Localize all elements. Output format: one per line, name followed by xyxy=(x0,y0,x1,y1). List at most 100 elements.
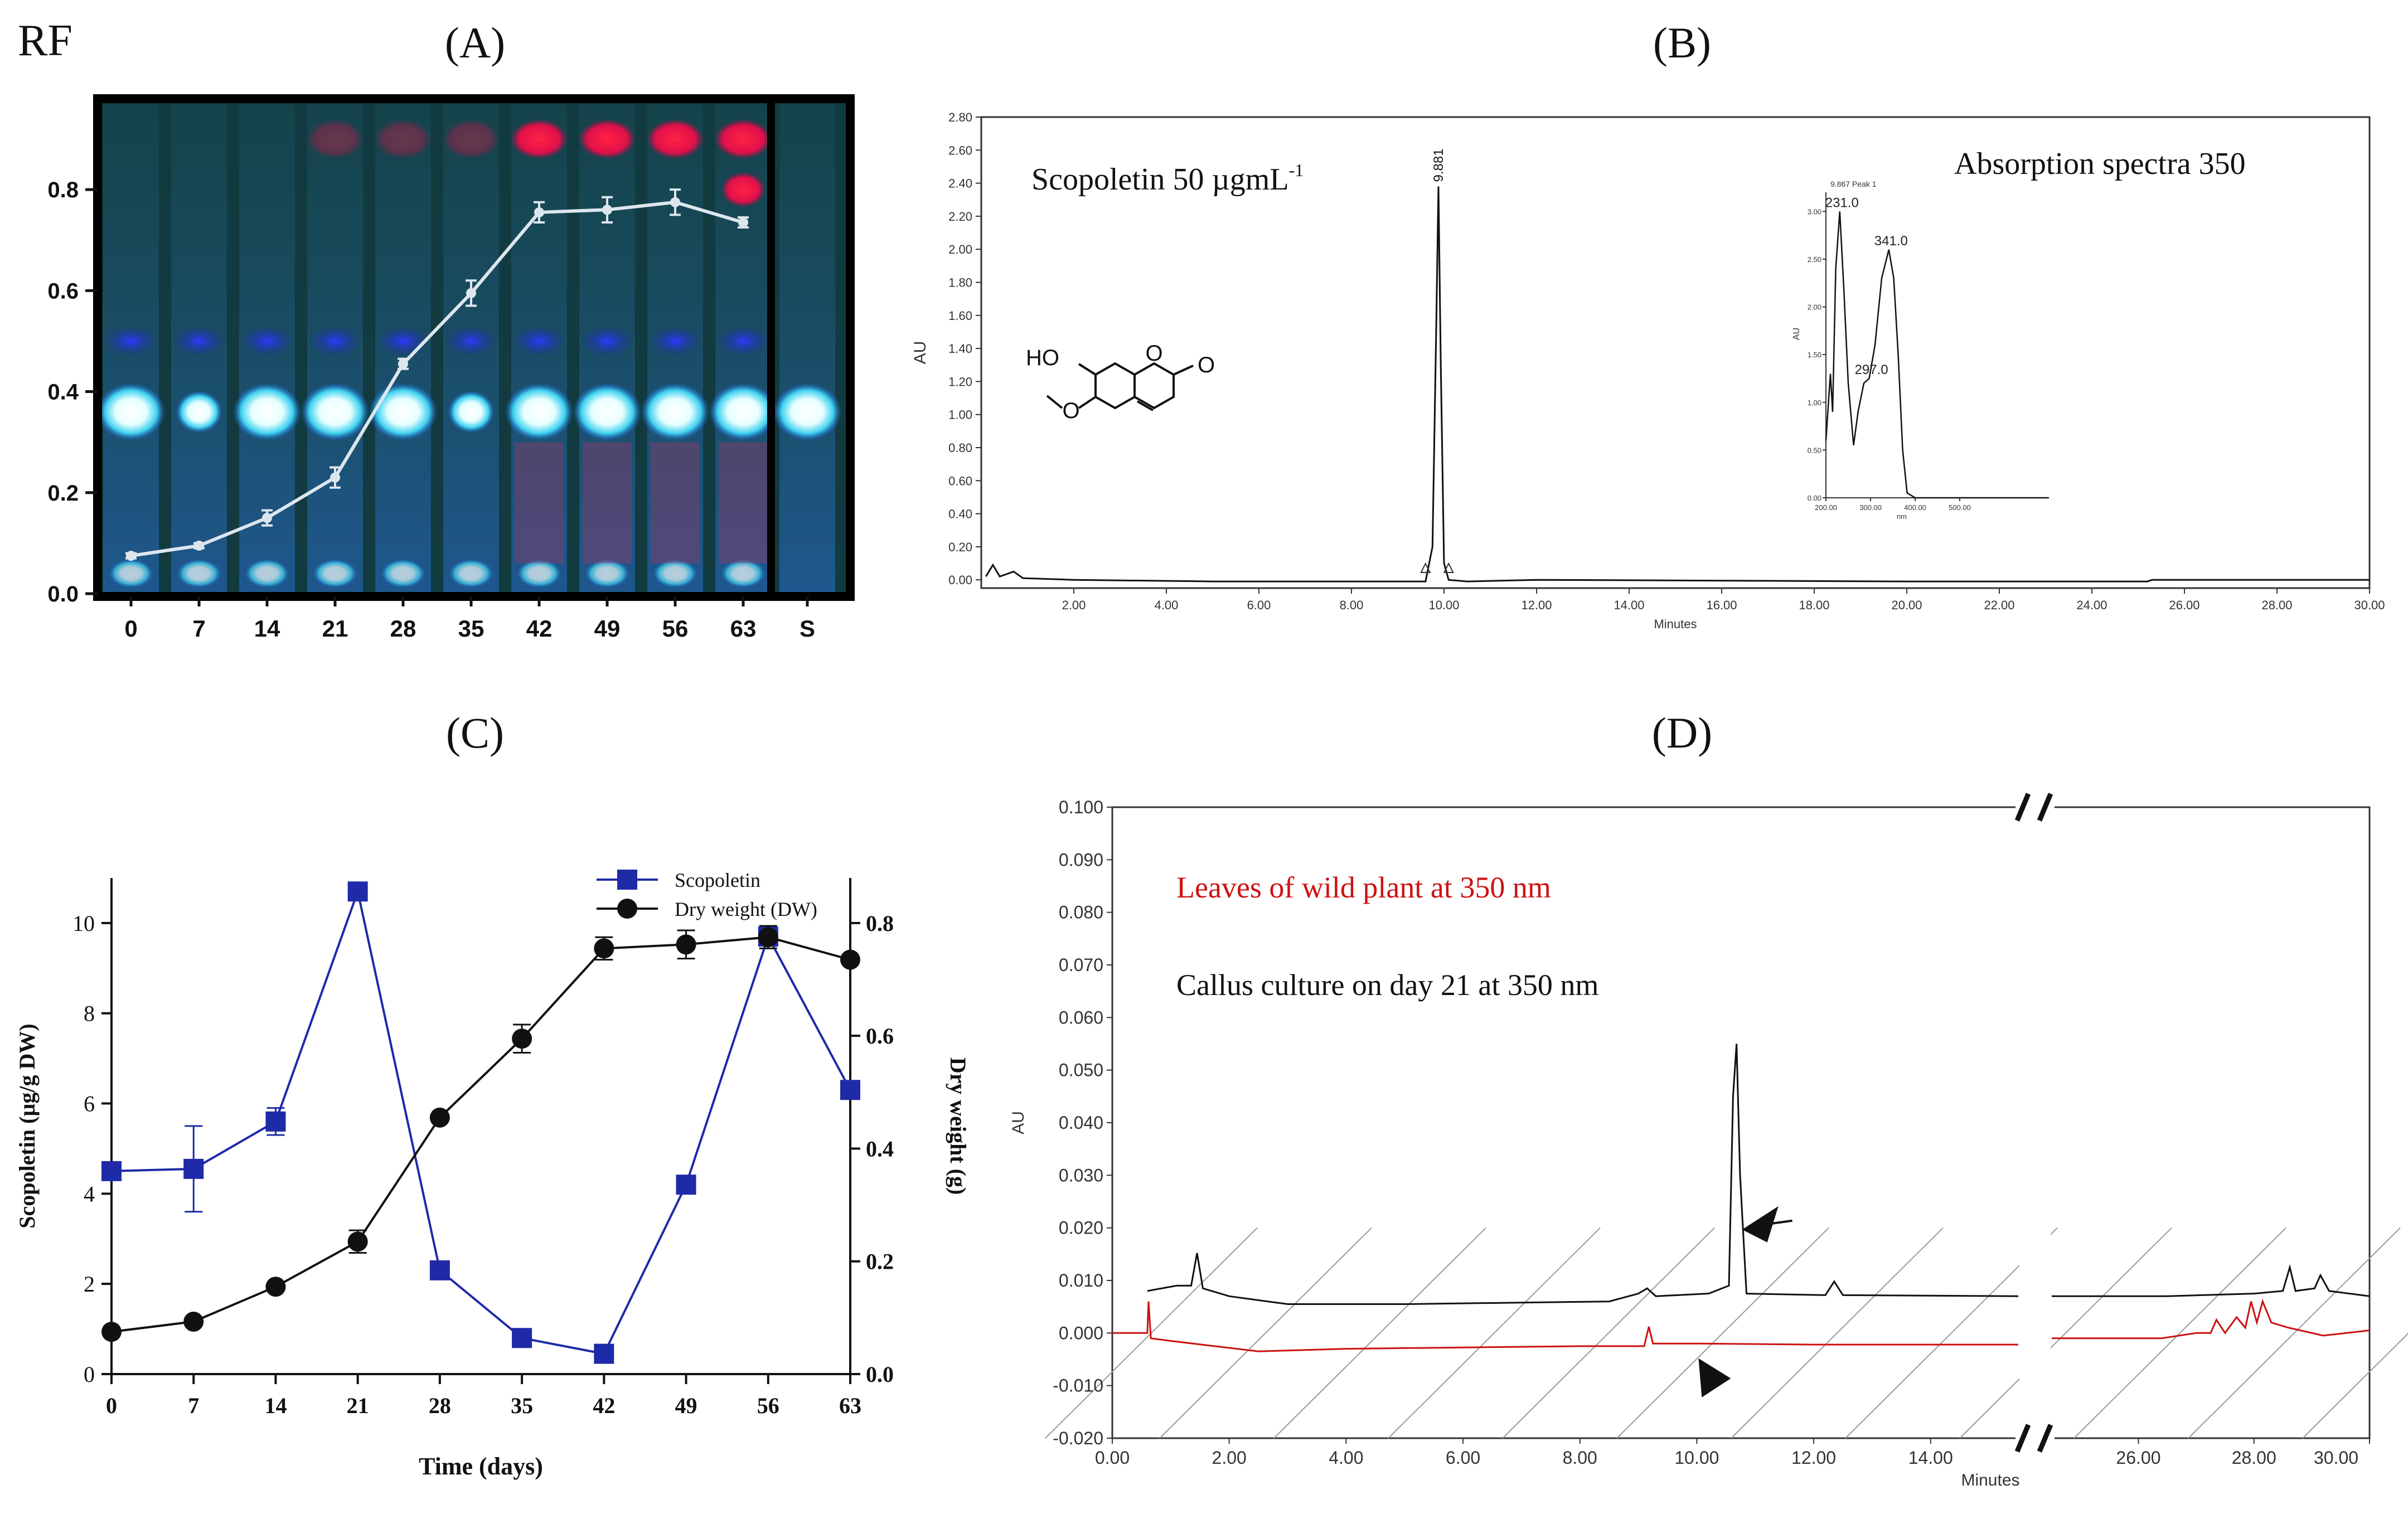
tlc-spot-blue xyxy=(240,325,294,357)
atom-label: O xyxy=(1145,341,1162,366)
tlc-streak xyxy=(583,442,632,564)
benzene-ring xyxy=(1094,362,1136,410)
dry-weight-point xyxy=(840,949,860,970)
y-tick-label: 2.00 xyxy=(948,242,972,256)
y-tick-label: 0.020 xyxy=(1059,1218,1103,1238)
tlc-streak xyxy=(719,442,768,564)
x-tick-label: 10.00 xyxy=(1428,598,1459,612)
rf-point xyxy=(602,205,612,215)
panel-a-axes: 0.0 0.2 0.4 0.6 0.8 0 7 14 21 28 35 42 49 56 63 S xyxy=(47,178,815,642)
rf-point xyxy=(670,197,680,207)
y-tick-label: 0.6 xyxy=(47,279,79,303)
x-tick-label: 14.00 xyxy=(1614,598,1644,612)
rf-point xyxy=(466,288,476,298)
tlc-spot-red xyxy=(374,119,432,159)
diagonal-grid-line xyxy=(1616,1227,1829,1439)
chromatogram-trace xyxy=(1147,1044,2019,1305)
scopoletin-point xyxy=(429,1260,450,1280)
y-tick-label: 0.80 xyxy=(948,441,972,455)
rf-point xyxy=(738,217,748,227)
dry-weight-point xyxy=(183,1311,204,1332)
rf-point xyxy=(398,358,408,369)
diagonal-grid-line xyxy=(1502,1227,1715,1439)
tlc-spot-white xyxy=(573,382,642,441)
y-tick-label: 0.070 xyxy=(1059,955,1103,975)
x-tick-label: 63 xyxy=(839,1393,861,1418)
y-tick-label: -0.020 xyxy=(1053,1428,1103,1448)
y-tick-label: 0.100 xyxy=(1059,797,1103,817)
x-tick-label: 16.00 xyxy=(1706,598,1737,612)
x-tick-label: 56 xyxy=(757,1393,779,1418)
panel-b-trace: 9.881 xyxy=(985,148,2370,583)
y-axis-title: Scopoletin (µg/g DW) xyxy=(14,1023,40,1228)
tlc-spot-white xyxy=(176,390,222,433)
tlc-spot-blue xyxy=(104,325,158,357)
inset-y-tick-label: 2.50 xyxy=(1808,255,1821,264)
absorption-trace xyxy=(1825,211,2049,499)
tlc-spot-blue xyxy=(376,325,430,357)
inset-peak-label: 341.0 xyxy=(1874,234,1908,249)
y-tick-label: 1.80 xyxy=(948,275,972,289)
inset-y-tick-label: 3.00 xyxy=(1808,207,1821,216)
x-tick-label: 12.00 xyxy=(1521,598,1552,612)
x-tick-label: 56 xyxy=(662,615,689,642)
x-tick-label: 14 xyxy=(254,615,280,642)
double-bond xyxy=(1137,400,1154,411)
x-tick-label: 21 xyxy=(347,1393,369,1418)
inset-peak-label: 297.0 xyxy=(1855,362,1888,377)
plot-frame xyxy=(980,116,2371,589)
dry-weight-point xyxy=(594,938,614,959)
tlc-spot-red xyxy=(442,119,500,159)
diagonal-grid-line xyxy=(2188,1227,2401,1439)
inset-y-tick-label: 1.50 xyxy=(1808,351,1821,359)
atom-label: HO xyxy=(1026,346,1059,370)
inset-y-tick-label: 0.00 xyxy=(1808,494,1821,502)
x-tick-label: 2.00 xyxy=(1062,598,1086,612)
ome-bond xyxy=(1078,396,1097,409)
x-tick-label: 30.00 xyxy=(2314,1448,2358,1468)
diagonal-grid-line xyxy=(1388,1227,1601,1439)
inset-y-tick-label: 2.00 xyxy=(1808,303,1821,312)
panel-letter-d: (D) xyxy=(1651,709,1713,757)
tlc-spot-blue xyxy=(716,325,770,357)
inset-x-tick-label: 200.00 xyxy=(1815,503,1837,512)
legend-leaves-label: Leaves of wild plant at 350 nm xyxy=(1176,871,1551,904)
scopoletin-point xyxy=(676,1175,696,1195)
tlc-spot-red xyxy=(306,119,364,159)
panel-a-tlc-chart: 0.0 0.2 0.4 0.6 0.8 0 7 14 21 28 35 42 49 56 63 S xyxy=(47,94,855,642)
rf-point xyxy=(534,207,544,217)
carbonyl-bond xyxy=(1173,365,1194,376)
tlc-spot-white xyxy=(96,382,166,441)
x-tick-label: 14 xyxy=(264,1393,287,1418)
tlc-spot-white xyxy=(641,382,710,441)
panel-letter-b: (B) xyxy=(1653,18,1711,67)
x-tick-label: 49 xyxy=(594,615,621,642)
y-tick-label: 1.40 xyxy=(948,342,972,356)
tlc-spot-blue xyxy=(512,325,566,357)
tlc-spot-white xyxy=(369,382,438,441)
x-tick-label: 18.00 xyxy=(1799,598,1829,612)
inset-x-tick-label: 400.00 xyxy=(1904,503,1926,512)
panel-b-title: Scopoletin 50 µgmL-1 xyxy=(1031,160,1304,197)
panel-b-axes: 0.00 0.20 0.40 0.60 0.80 1.00 1.20 1.40 1.60 1.80… xyxy=(911,110,2385,631)
x-tick-label: 26.00 xyxy=(2116,1448,2160,1468)
y2-tick-label: 0.2 xyxy=(866,1249,894,1274)
scopoletin-point xyxy=(512,1328,532,1348)
absorption-spectrum-inset: 0.00 0.50 1.00 1.50 2.00 2.50 3.00 200.00 300.00… xyxy=(1792,179,2049,521)
x-tick-label: 0 xyxy=(106,1393,117,1418)
rf-axis-label: RF xyxy=(18,16,72,65)
x-tick-label: 6.00 xyxy=(1446,1448,1480,1468)
peak-label: 9.881 xyxy=(1431,148,1446,182)
inset-x-tick-label: 500.00 xyxy=(1949,503,1971,512)
panel-c-dual-axis-chart: 0 2 4 6 8 10 0.0 0.2 0.4 0.6 0.8 0 7 14 21 28 35 42 49 56 63… xyxy=(14,869,971,1480)
inset-y-tick-label: 0.50 xyxy=(1808,446,1821,454)
x-tick-label: 42 xyxy=(526,615,553,642)
tlc-spot-red xyxy=(578,119,636,159)
y2-tick-label: 0.8 xyxy=(866,911,894,936)
y-axis-title: AU xyxy=(911,341,929,365)
y-tick-label: -0.010 xyxy=(1053,1376,1103,1396)
tlc-spot-blue xyxy=(172,325,226,357)
y2-tick-label: 0.6 xyxy=(866,1023,894,1049)
x-tick-label: 24.00 xyxy=(2076,598,2107,612)
x-tick-label: 7 xyxy=(188,1393,199,1418)
